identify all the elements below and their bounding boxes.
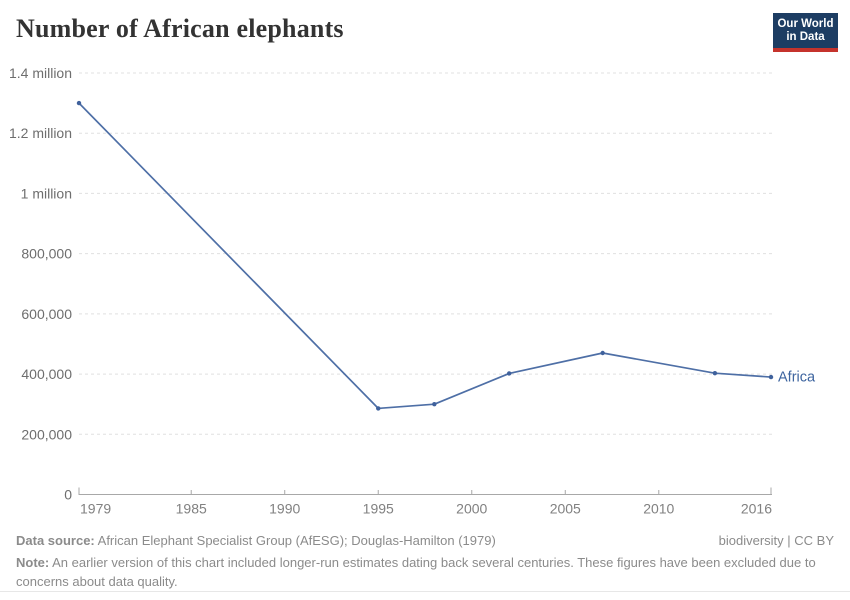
data-point-2007[interactable] <box>600 350 605 356</box>
y-axis-tick-label: 600,000 <box>21 306 72 322</box>
x-axis-tick-label: 1990 <box>269 501 300 517</box>
data-point-2002[interactable] <box>506 371 512 376</box>
owid-logo-line1: Our World <box>777 17 834 30</box>
data-point-1979[interactable] <box>76 100 82 106</box>
y-axis-tick-label: 800,000 <box>21 246 72 262</box>
data-source: Data source: African Elephant Specialist… <box>16 531 496 550</box>
y-axis-tick-label: 1.4 million <box>9 65 72 81</box>
data-source-text: African Elephant Specialist Group (AfESG… <box>94 533 496 548</box>
note-text: An earlier version of this chart include… <box>16 555 816 589</box>
x-axis-tick-label: 2005 <box>550 501 581 517</box>
chart-title: Number of African elephants <box>16 14 344 43</box>
x-axis-tick-label: 1979 <box>80 501 111 517</box>
owid-logo-line2: in Data <box>786 30 825 43</box>
note-label: Note: <box>16 555 50 570</box>
data-point-1995[interactable] <box>376 406 381 411</box>
x-axis-tick-label: 1995 <box>363 501 394 517</box>
bottom-divider <box>0 591 850 592</box>
y-axis-tick-label: 0 <box>64 487 72 503</box>
x-axis-tick-label: 2010 <box>643 501 674 517</box>
x-axis-tick-label: 2016 <box>741 501 772 517</box>
data-point-2016[interactable] <box>768 374 774 380</box>
data-point-1998[interactable] <box>432 401 437 407</box>
chart-note: Note: An earlier version of this chart i… <box>16 553 826 591</box>
chart-footer: Data source: African Elephant Specialist… <box>16 531 834 591</box>
license-link[interactable]: biodiversity | CC BY <box>718 533 834 548</box>
x-axis-tick-label: 1985 <box>176 501 207 517</box>
x-axis-tick-label: 2000 <box>456 501 487 517</box>
series-end-label: Africa <box>778 370 816 386</box>
y-axis-tick-label: 200,000 <box>21 426 72 442</box>
source-row: Data source: African Elephant Specialist… <box>16 531 834 550</box>
data-point-2013[interactable] <box>712 370 718 376</box>
data-source-label: Data source: <box>16 533 95 548</box>
series-line-africa[interactable] <box>78 102 772 410</box>
owid-logo[interactable]: Our World in Data <box>773 13 838 52</box>
y-axis-tick-label: 1 million <box>21 185 72 201</box>
y-axis-tick-label: 400,000 <box>21 366 72 382</box>
y-axis-tick-label: 1.2 million <box>9 125 72 141</box>
